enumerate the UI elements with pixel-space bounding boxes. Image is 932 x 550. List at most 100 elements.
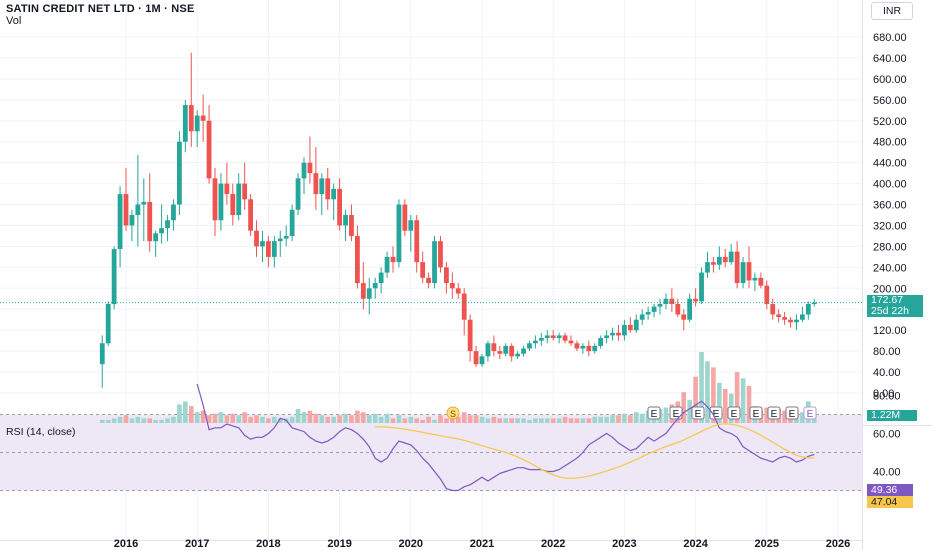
candle xyxy=(283,225,289,247)
volume-label[interactable]: Vol xyxy=(6,15,22,27)
volume-bar xyxy=(349,415,354,423)
candle xyxy=(716,246,722,270)
volume-bar xyxy=(390,418,396,423)
volume-bar xyxy=(147,418,153,423)
candle xyxy=(616,324,621,341)
candle-body xyxy=(444,267,449,284)
volume-bar xyxy=(165,418,170,423)
candle xyxy=(485,340,491,362)
candle xyxy=(687,293,693,323)
current-price-tag: 172.67 25d 22h xyxy=(867,295,923,317)
candle xyxy=(449,272,455,299)
candle xyxy=(254,220,259,257)
candle-body xyxy=(117,194,123,250)
candle xyxy=(182,99,188,153)
volume-bar xyxy=(260,416,265,423)
candle-body xyxy=(135,204,141,216)
rsi-indicator-label[interactable]: RSI (14, close) xyxy=(6,426,76,438)
earnings-marker-label: E xyxy=(771,409,778,420)
candle-body xyxy=(485,343,491,357)
volume-bar xyxy=(135,416,141,423)
volume-bar xyxy=(408,416,414,423)
candle xyxy=(811,298,817,307)
candle-body xyxy=(693,298,698,302)
chart-title[interactable]: SATIN CREDIT NET LTD · 1M · NSE xyxy=(6,3,195,15)
candle xyxy=(426,272,431,289)
volume-bar xyxy=(242,412,247,423)
candle-body xyxy=(794,319,799,323)
earnings-marker: E xyxy=(785,406,799,420)
time-tick-label: 2018 xyxy=(256,538,280,550)
candle-body xyxy=(527,343,532,349)
candle-body xyxy=(687,298,693,320)
candle-body xyxy=(586,345,592,352)
volume-bar xyxy=(141,418,147,423)
candle xyxy=(711,256,716,273)
candle-body xyxy=(515,353,520,357)
candle xyxy=(230,183,236,226)
volume-bar xyxy=(319,415,325,423)
price-tick-label: 0.00 xyxy=(873,388,894,400)
candle xyxy=(556,332,562,344)
candle xyxy=(402,199,408,236)
candle-body xyxy=(521,348,526,354)
volume-bar xyxy=(782,410,787,423)
candle-body xyxy=(277,238,283,242)
candle-body xyxy=(384,256,390,273)
currency-button[interactable]: INR xyxy=(871,2,913,20)
candle xyxy=(135,154,141,247)
candle-body xyxy=(657,304,663,307)
candle-body xyxy=(289,209,295,236)
candle xyxy=(515,351,520,359)
candle-body xyxy=(562,335,568,341)
candle xyxy=(794,314,799,331)
candle xyxy=(331,183,337,221)
price-tick-label: 520.00 xyxy=(873,116,907,128)
volume-bar xyxy=(681,392,687,423)
earnings-marker: E xyxy=(691,406,705,420)
candle xyxy=(194,110,200,147)
volume-bar xyxy=(740,378,746,423)
candle-body xyxy=(627,324,633,331)
volume-bar xyxy=(639,413,645,423)
volume-bar xyxy=(414,418,420,423)
earnings-marker: E xyxy=(767,406,781,420)
candle xyxy=(651,304,657,318)
candle xyxy=(639,309,645,325)
volume-bar xyxy=(337,415,342,423)
time-tick-label: 2021 xyxy=(470,538,494,550)
volume-bar xyxy=(129,418,135,423)
candle-body xyxy=(159,228,164,234)
volume-bar xyxy=(610,415,615,423)
time-tick-label: 2025 xyxy=(755,538,779,550)
candle-body xyxy=(218,183,224,221)
candle xyxy=(224,162,230,205)
candle-body xyxy=(402,204,408,231)
earnings-marker: E xyxy=(709,406,723,420)
candle xyxy=(248,194,253,236)
volume-bar xyxy=(455,416,461,423)
candle xyxy=(788,317,793,328)
price-tick-label: 440.00 xyxy=(873,158,907,170)
candle xyxy=(657,298,663,315)
volume-bar xyxy=(461,412,467,423)
candle-body xyxy=(746,262,752,281)
candle-body xyxy=(580,345,586,349)
candle-body xyxy=(568,340,574,344)
candle xyxy=(550,330,556,341)
candle xyxy=(266,235,271,268)
candle-body xyxy=(188,105,194,132)
candle xyxy=(497,345,503,359)
candle-body xyxy=(467,319,473,352)
candle-body xyxy=(408,220,414,231)
volume-bar xyxy=(277,418,283,423)
candle-body xyxy=(699,272,704,302)
earnings-marker-box xyxy=(691,406,705,420)
volume-bar xyxy=(194,412,200,423)
candle-body xyxy=(182,105,188,142)
candle-body xyxy=(123,194,129,226)
candle-body xyxy=(165,220,170,229)
candle xyxy=(236,173,242,221)
candle-body xyxy=(675,304,681,315)
candle xyxy=(355,225,360,289)
